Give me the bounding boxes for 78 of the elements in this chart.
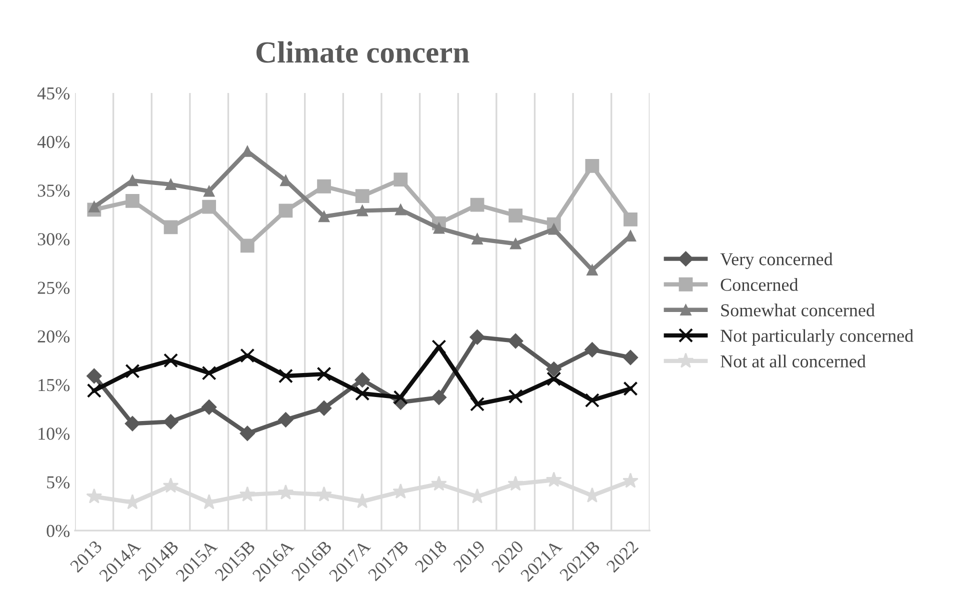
y-tick-label: 40% bbox=[37, 136, 70, 148]
point bbox=[126, 194, 140, 208]
point bbox=[354, 372, 370, 388]
point bbox=[508, 389, 523, 404]
point bbox=[126, 174, 138, 186]
point bbox=[508, 476, 524, 491]
point bbox=[622, 472, 638, 488]
point bbox=[548, 224, 560, 235]
point bbox=[278, 368, 293, 384]
point bbox=[510, 238, 522, 250]
legend-label: Not at all concerned bbox=[720, 354, 866, 368]
point bbox=[395, 204, 406, 216]
point bbox=[162, 478, 179, 493]
y-tick-label: 0% bbox=[46, 524, 70, 538]
legend-label: Not particularly concerned bbox=[720, 329, 914, 346]
point bbox=[622, 350, 638, 366]
y-tick-label: 10% bbox=[38, 428, 70, 440]
y-tick-label: 30% bbox=[38, 233, 70, 246]
point bbox=[316, 366, 332, 382]
point bbox=[431, 390, 447, 405]
point bbox=[88, 201, 100, 212]
y-tick-label: 35% bbox=[38, 184, 70, 197]
legend-label: Very concerned bbox=[720, 252, 833, 270]
point bbox=[432, 340, 446, 354]
point bbox=[586, 264, 598, 276]
point bbox=[624, 212, 638, 226]
point bbox=[278, 412, 294, 428]
point bbox=[278, 484, 294, 500]
y-tick-label: 45% bbox=[37, 87, 70, 100]
point bbox=[202, 366, 216, 380]
point bbox=[623, 381, 638, 396]
legend-label: Concerned bbox=[720, 278, 798, 291]
point bbox=[546, 472, 562, 487]
point bbox=[239, 486, 256, 502]
point bbox=[86, 368, 102, 384]
point bbox=[546, 362, 562, 377]
point bbox=[316, 486, 332, 502]
point bbox=[430, 476, 447, 491]
point bbox=[470, 198, 484, 212]
point bbox=[584, 393, 600, 408]
point bbox=[202, 400, 217, 415]
point bbox=[86, 383, 102, 398]
point bbox=[584, 342, 600, 358]
point bbox=[204, 186, 215, 197]
y-tick-label: 15% bbox=[38, 379, 70, 392]
point bbox=[355, 189, 370, 204]
point bbox=[240, 348, 255, 363]
point bbox=[124, 416, 140, 432]
point bbox=[318, 210, 330, 222]
point bbox=[278, 204, 293, 218]
point bbox=[240, 426, 255, 441]
point bbox=[317, 179, 331, 194]
point bbox=[472, 233, 483, 244]
point bbox=[165, 178, 176, 190]
point bbox=[86, 488, 102, 504]
point bbox=[585, 159, 600, 173]
point bbox=[433, 222, 445, 234]
point bbox=[508, 333, 524, 349]
y-tick-label: 25% bbox=[38, 282, 70, 294]
point bbox=[546, 372, 562, 386]
point bbox=[508, 208, 523, 222]
legend-label: Somewhat concerned bbox=[721, 304, 875, 316]
y-tick-label: 5% bbox=[47, 476, 70, 488]
point bbox=[163, 414, 178, 430]
point bbox=[164, 220, 178, 234]
y-tick-label: 20% bbox=[38, 330, 70, 343]
point bbox=[355, 386, 370, 401]
point bbox=[240, 238, 254, 253]
point bbox=[316, 400, 332, 416]
point bbox=[470, 330, 485, 345]
chart-title: Climate concern bbox=[256, 41, 470, 63]
point bbox=[163, 353, 178, 368]
point bbox=[470, 396, 485, 412]
point bbox=[356, 205, 368, 216]
point bbox=[202, 200, 216, 214]
point bbox=[394, 172, 408, 187]
point bbox=[393, 390, 408, 405]
point bbox=[125, 364, 140, 378]
